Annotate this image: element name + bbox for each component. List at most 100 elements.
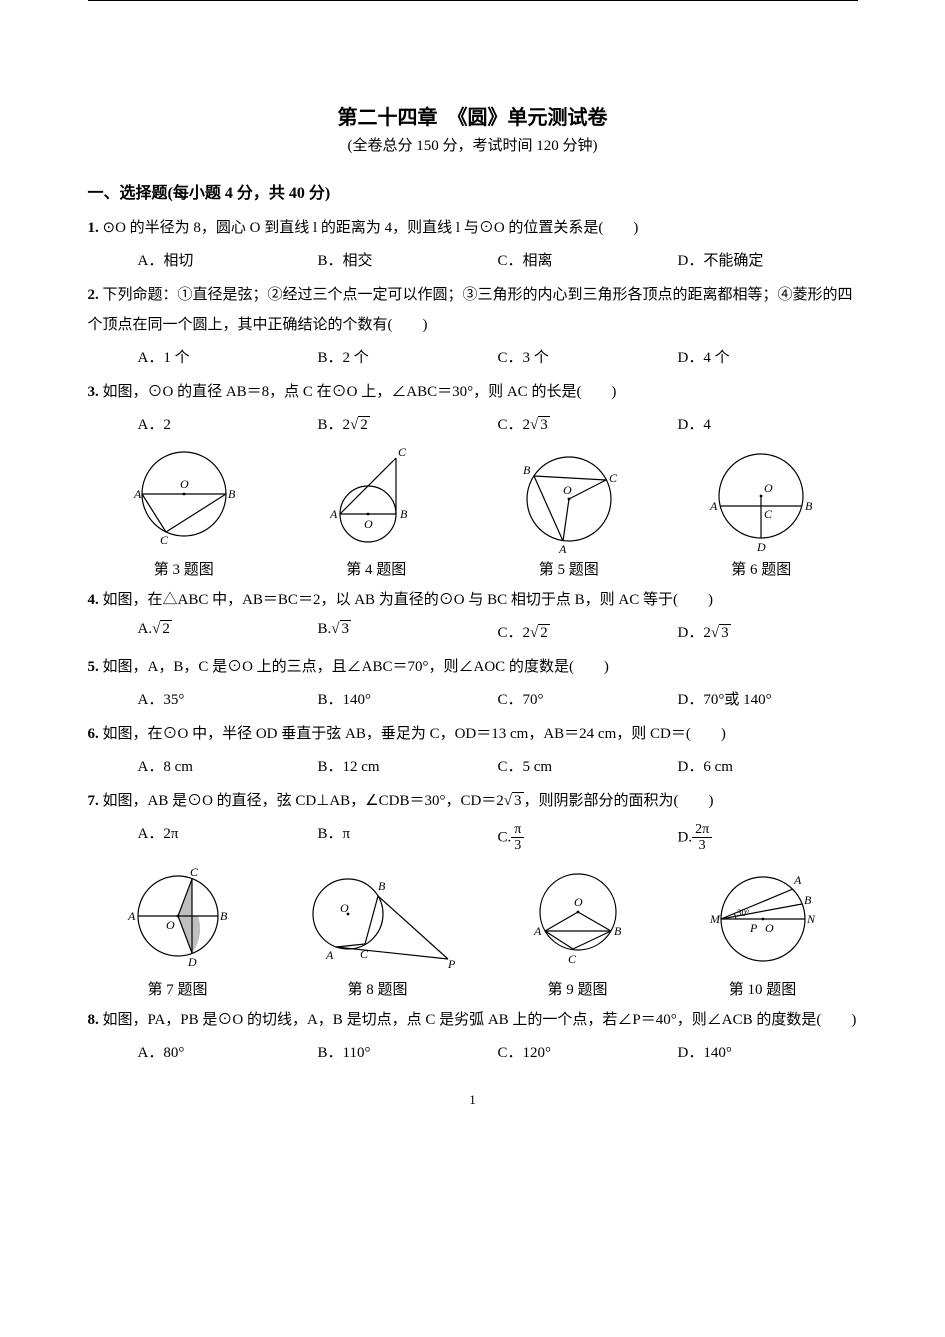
q7-opt-d: D.2π3 bbox=[678, 822, 858, 854]
svg-text:C: C bbox=[190, 865, 199, 879]
q6-opt-d: D．6 cm bbox=[678, 755, 858, 776]
figure-7-svg: A B C D O bbox=[118, 864, 238, 974]
figure-4: A B C O 第 4 题图 bbox=[316, 444, 436, 579]
q6-text: 如图，在⊙O 中，半径 OD 垂直于弦 AB，垂足为 C，OD＝13 cm，AB… bbox=[103, 726, 726, 742]
figure-9: A B C O 第 9 题图 bbox=[518, 864, 638, 999]
fraction-icon: π3 bbox=[511, 822, 524, 854]
q1-text: ⊙O 的半径为 8，圆心 O 到直线 l 的距离为 4，则直线 l 与⊙O 的位… bbox=[103, 220, 639, 236]
question-4: 4. 如图，在△ABC 中，AB＝BC＝2，以 AB 为直径的⊙O 与 BC 相… bbox=[88, 585, 858, 615]
q8-opt-d: D．140° bbox=[678, 1041, 858, 1062]
question-6: 6. 如图，在⊙O 中，半径 OD 垂直于弦 AB，垂足为 C，OD＝13 cm… bbox=[88, 719, 858, 749]
q2-text: 下列命题：①直径是弦；②经过三个点一定可以作圆；③三角形的内心到三角形各顶点的距… bbox=[88, 287, 853, 333]
figure-row-2: A B C D O 第 7 题图 A B C O P 第 8 bbox=[88, 864, 858, 999]
q8-opt-a: A．80° bbox=[138, 1041, 318, 1062]
svg-text:O: O bbox=[563, 483, 572, 497]
svg-text:O: O bbox=[340, 901, 349, 915]
q1-options: A．相切 B．相交 C．相离 D．不能确定 bbox=[138, 249, 858, 270]
q1-opt-c: C．相离 bbox=[498, 249, 678, 270]
svg-text:D: D bbox=[187, 955, 197, 969]
figure-8-caption: 第 8 题图 bbox=[298, 978, 458, 999]
q2-opt-c: C．3 个 bbox=[498, 346, 678, 367]
q3-text: 如图，⊙O 的直径 AB＝8，点 C 在⊙O 上，∠ABC＝30°，则 AC 的… bbox=[103, 384, 617, 400]
svg-text:O: O bbox=[166, 918, 175, 932]
q4-options: A.√2 B.√3 C．2√2 D．2√3 bbox=[138, 621, 858, 642]
section-1-header: 一、选择题(每小题 4 分，共 40 分) bbox=[88, 179, 858, 203]
svg-text:C: C bbox=[160, 533, 169, 547]
q3-opt-a: A．2 bbox=[138, 413, 318, 434]
figure-7: A B C D O 第 7 题图 bbox=[118, 864, 238, 999]
figure-4-caption: 第 4 题图 bbox=[316, 558, 436, 579]
question-3: 3. 如图，⊙O 的直径 AB＝8，点 C 在⊙O 上，∠ABC＝30°，则 A… bbox=[88, 377, 858, 407]
sqrt-icon: √3 bbox=[331, 621, 351, 638]
figure-10-caption: 第 10 题图 bbox=[698, 978, 828, 999]
q2-num: 2. bbox=[88, 287, 99, 303]
figure-6: A B O C D 第 6 题图 bbox=[701, 444, 821, 579]
svg-text:C: C bbox=[764, 507, 773, 521]
svg-text:A: A bbox=[709, 499, 718, 513]
q7-opt-b: B．π bbox=[318, 822, 498, 854]
q8-text: 如图，PA，PB 是⊙O 的切线，A，B 是切点，点 C 是劣弧 AB 上的一个… bbox=[103, 1012, 857, 1028]
q8-num: 8. bbox=[88, 1012, 99, 1028]
question-8: 8. 如图，PA，PB 是⊙O 的切线，A，B 是切点，点 C 是劣弧 AB 上… bbox=[88, 1005, 858, 1035]
sqrt-icon: √3 bbox=[504, 786, 524, 816]
svg-text:A: A bbox=[127, 909, 136, 923]
svg-text:A: A bbox=[325, 948, 334, 962]
question-7: 7. 如图，AB 是⊙O 的直径，弦 CD⊥AB，∠CDB＝30°，CD＝2√3… bbox=[88, 786, 858, 816]
page: 第二十四章 《圆》单元测试卷 (全卷总分 150 分，考试时间 120 分钟) … bbox=[88, 0, 858, 1148]
q1-opt-d: D．不能确定 bbox=[678, 249, 858, 270]
q5-opt-b: B．140° bbox=[318, 688, 498, 709]
sqrt-icon: √2 bbox=[152, 621, 172, 638]
svg-text:B: B bbox=[228, 487, 236, 501]
figure-row-1: A B C O 第 3 题图 A B C O 第 4 题图 bbox=[88, 444, 858, 579]
svg-text:A: A bbox=[533, 924, 542, 938]
figure-6-caption: 第 6 题图 bbox=[701, 558, 821, 579]
question-2: 2. 下列命题：①直径是弦；②经过三个点一定可以作圆；③三角形的内心到三角形各顶… bbox=[88, 280, 858, 340]
q3-opt-d: D．4 bbox=[678, 413, 858, 434]
q3-num: 3. bbox=[88, 384, 99, 400]
svg-text:D: D bbox=[756, 540, 766, 554]
svg-text:N: N bbox=[806, 912, 816, 926]
q6-opt-c: C．5 cm bbox=[498, 755, 678, 776]
sqrt-icon: √3 bbox=[530, 417, 550, 434]
q2-opt-d: D．4 个 bbox=[678, 346, 858, 367]
q5-options: A．35° B．140° C．70° D．70°或 140° bbox=[138, 688, 858, 709]
q3-options: A．2 B．2√2 C．2√3 D．4 bbox=[138, 413, 858, 434]
svg-text:C: C bbox=[568, 952, 577, 966]
svg-text:C: C bbox=[360, 947, 369, 961]
svg-text:30°: 30° bbox=[737, 908, 750, 918]
q6-opt-b: B．12 cm bbox=[318, 755, 498, 776]
figure-8-svg: A B C O P bbox=[298, 864, 458, 974]
q4-opt-c: C．2√2 bbox=[498, 621, 678, 642]
q4-opt-d: D．2√3 bbox=[678, 621, 858, 642]
svg-text:O: O bbox=[574, 895, 583, 909]
figure-10-svg: 30° M N A B P O bbox=[698, 864, 828, 974]
q1-opt-a: A．相切 bbox=[138, 249, 318, 270]
q4-num: 4. bbox=[88, 592, 99, 608]
svg-text:B: B bbox=[523, 463, 531, 477]
figure-10: 30° M N A B P O 第 10 题图 bbox=[698, 864, 828, 999]
svg-text:O: O bbox=[180, 477, 189, 491]
q5-opt-d: D．70°或 140° bbox=[678, 688, 858, 709]
q7-opt-a: A．2π bbox=[138, 822, 318, 854]
q4-opt-b: B.√3 bbox=[318, 621, 498, 642]
figure-4-svg: A B C O bbox=[316, 444, 436, 554]
q1-opt-b: B．相交 bbox=[318, 249, 498, 270]
q8-options: A．80° B．110° C．120° D．140° bbox=[138, 1041, 858, 1062]
question-5: 5. 如图，A，B，C 是⊙O 上的三点，且∠ABC＝70°，则∠AOC 的度数… bbox=[88, 652, 858, 682]
figure-3: A B C O 第 3 题图 bbox=[124, 444, 244, 579]
figure-5-caption: 第 5 题图 bbox=[509, 558, 629, 579]
svg-text:O: O bbox=[364, 517, 373, 531]
q7-text-pre: 如图，AB 是⊙O 的直径，弦 CD⊥AB，∠CDB＝30°，CD＝2 bbox=[103, 793, 504, 809]
title: 第二十四章 《圆》单元测试卷 bbox=[88, 101, 858, 130]
figure-8: A B C O P 第 8 题图 bbox=[298, 864, 458, 999]
sqrt-icon: √2 bbox=[350, 417, 370, 434]
q6-opt-a: A．8 cm bbox=[138, 755, 318, 776]
subtitle: (全卷总分 150 分，考试时间 120 分钟) bbox=[88, 134, 858, 155]
svg-text:O: O bbox=[765, 921, 774, 935]
q4-opt-a: A.√2 bbox=[138, 621, 318, 642]
svg-text:O: O bbox=[764, 481, 773, 495]
q2-opt-a: A．1 个 bbox=[138, 346, 318, 367]
figure-5-svg: B C A O bbox=[509, 444, 629, 554]
q6-num: 6. bbox=[88, 726, 99, 742]
q5-text: 如图，A，B，C 是⊙O 上的三点，且∠ABC＝70°，则∠AOC 的度数是( … bbox=[103, 659, 609, 675]
